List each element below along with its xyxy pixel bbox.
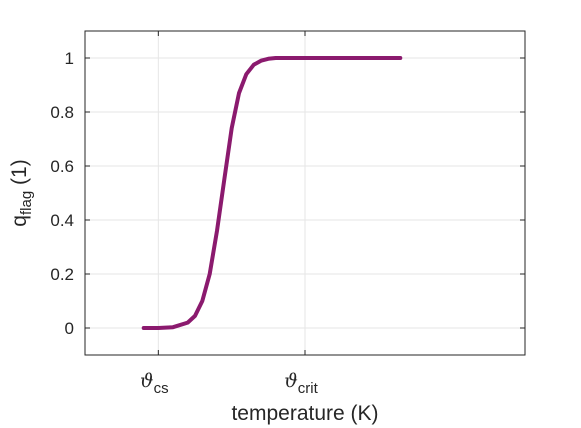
x-axis-label: temperature (K) [231,402,378,425]
x-tick-label: ϑcrit [284,370,318,397]
series-lines [141,56,403,330]
y-tick-label: 0.8 [50,103,74,122]
y-tick-label: 0.2 [50,265,74,284]
y-tick-label: 0 [65,319,74,338]
y-axis-label: qflag (1) [8,159,35,226]
series-line [141,56,403,330]
y-axis-label-base: q [8,215,31,227]
x-tick-label: ϑcs [140,370,169,397]
y-tick-label: 1 [65,49,74,68]
y-axis-label-subscript: flag [18,191,35,215]
y-tick-label: 0.4 [50,211,74,230]
svg-text:qflag (1): qflag (1) [8,159,35,226]
y-tick-label: 0.6 [50,157,74,176]
y-axis-label-unit: (1) [8,159,31,185]
x-axis: ϑcs ϑcrit [140,31,319,397]
y-axis: 0 0.2 0.4 0.6 0.8 1 [50,49,525,338]
